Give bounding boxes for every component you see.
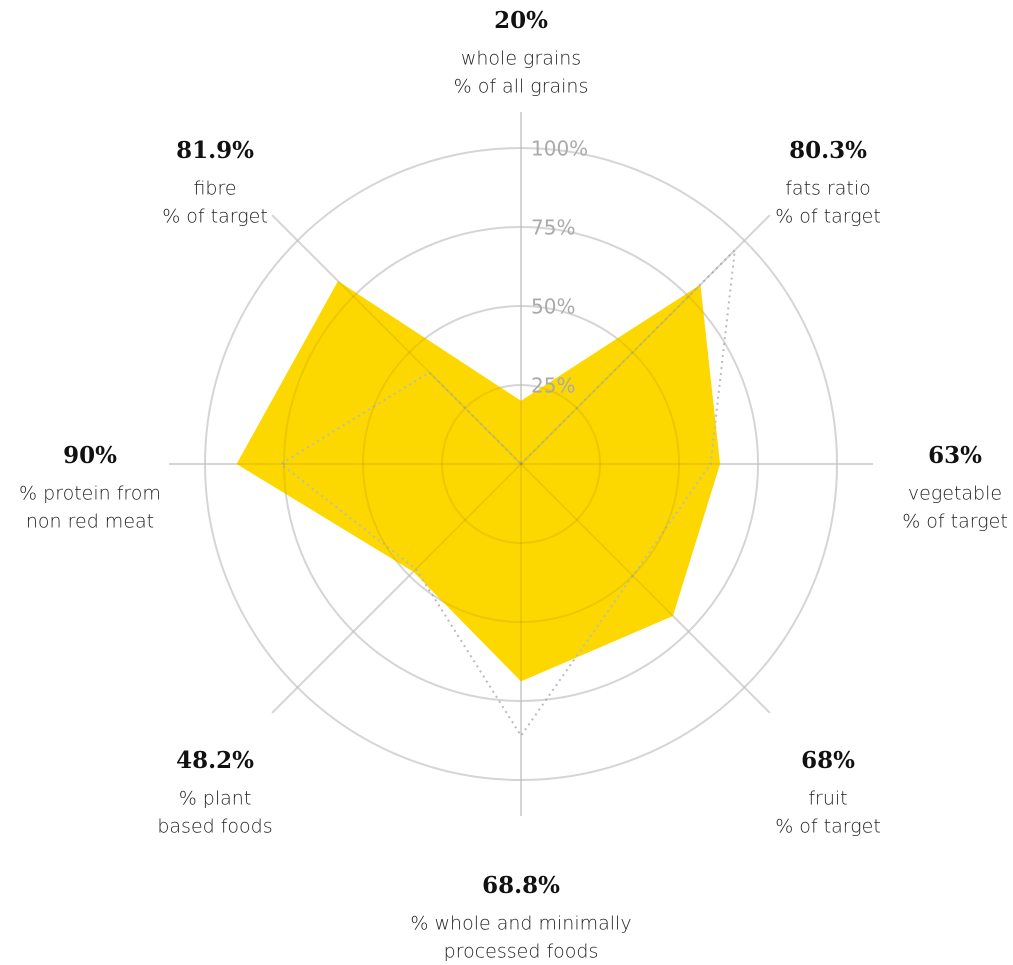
grid-circle-overlay: [362, 305, 680, 623]
axis-line-overlay: [271, 214, 522, 465]
grid-circle-overlay: [441, 384, 601, 544]
category-label: % of target: [775, 816, 881, 838]
radar-area: [236, 280, 721, 682]
axis-line-overlay: [520, 214, 771, 465]
r-tick-label: 25%: [531, 374, 575, 398]
grid-circle-overlay: [204, 147, 838, 781]
grid-circle-overlay: [283, 226, 759, 702]
category-label: non red meat: [26, 511, 154, 533]
r-tick-label: 100%: [531, 137, 588, 161]
category-label: % whole and minimally: [410, 913, 631, 935]
value-label: 80.3%: [789, 137, 867, 164]
category-label: based foods: [157, 816, 272, 838]
category-label: % of target: [162, 206, 268, 228]
category-label: % plant: [179, 788, 252, 810]
axis-line-overlay: [520, 463, 771, 714]
category-label: fibre: [193, 178, 236, 200]
r-tick-label: 75%: [531, 216, 575, 240]
category-label: % of all grains: [454, 76, 589, 98]
category-label: % protein from: [19, 483, 161, 505]
value-label: 63%: [928, 442, 982, 469]
category-label: vegetable: [908, 483, 1002, 505]
category-label: % of target: [775, 206, 881, 228]
value-label: 48.2%: [176, 747, 254, 774]
value-label: 68.8%: [482, 872, 560, 899]
axis-line-overlay: [271, 463, 522, 714]
value-label: 81.9%: [176, 137, 254, 164]
category-label: whole grains: [461, 48, 581, 70]
category-label: processed foods: [444, 941, 599, 963]
r-tick-label: 50%: [531, 295, 575, 319]
value-label: 68%: [801, 747, 855, 774]
category-label: fruit: [808, 788, 847, 810]
value-label: 20%: [494, 7, 548, 34]
radar-line: [279, 247, 737, 738]
category-label: % of target: [902, 511, 1008, 533]
category-label: fats ratio: [785, 178, 871, 200]
value-label: 90%: [63, 442, 117, 469]
